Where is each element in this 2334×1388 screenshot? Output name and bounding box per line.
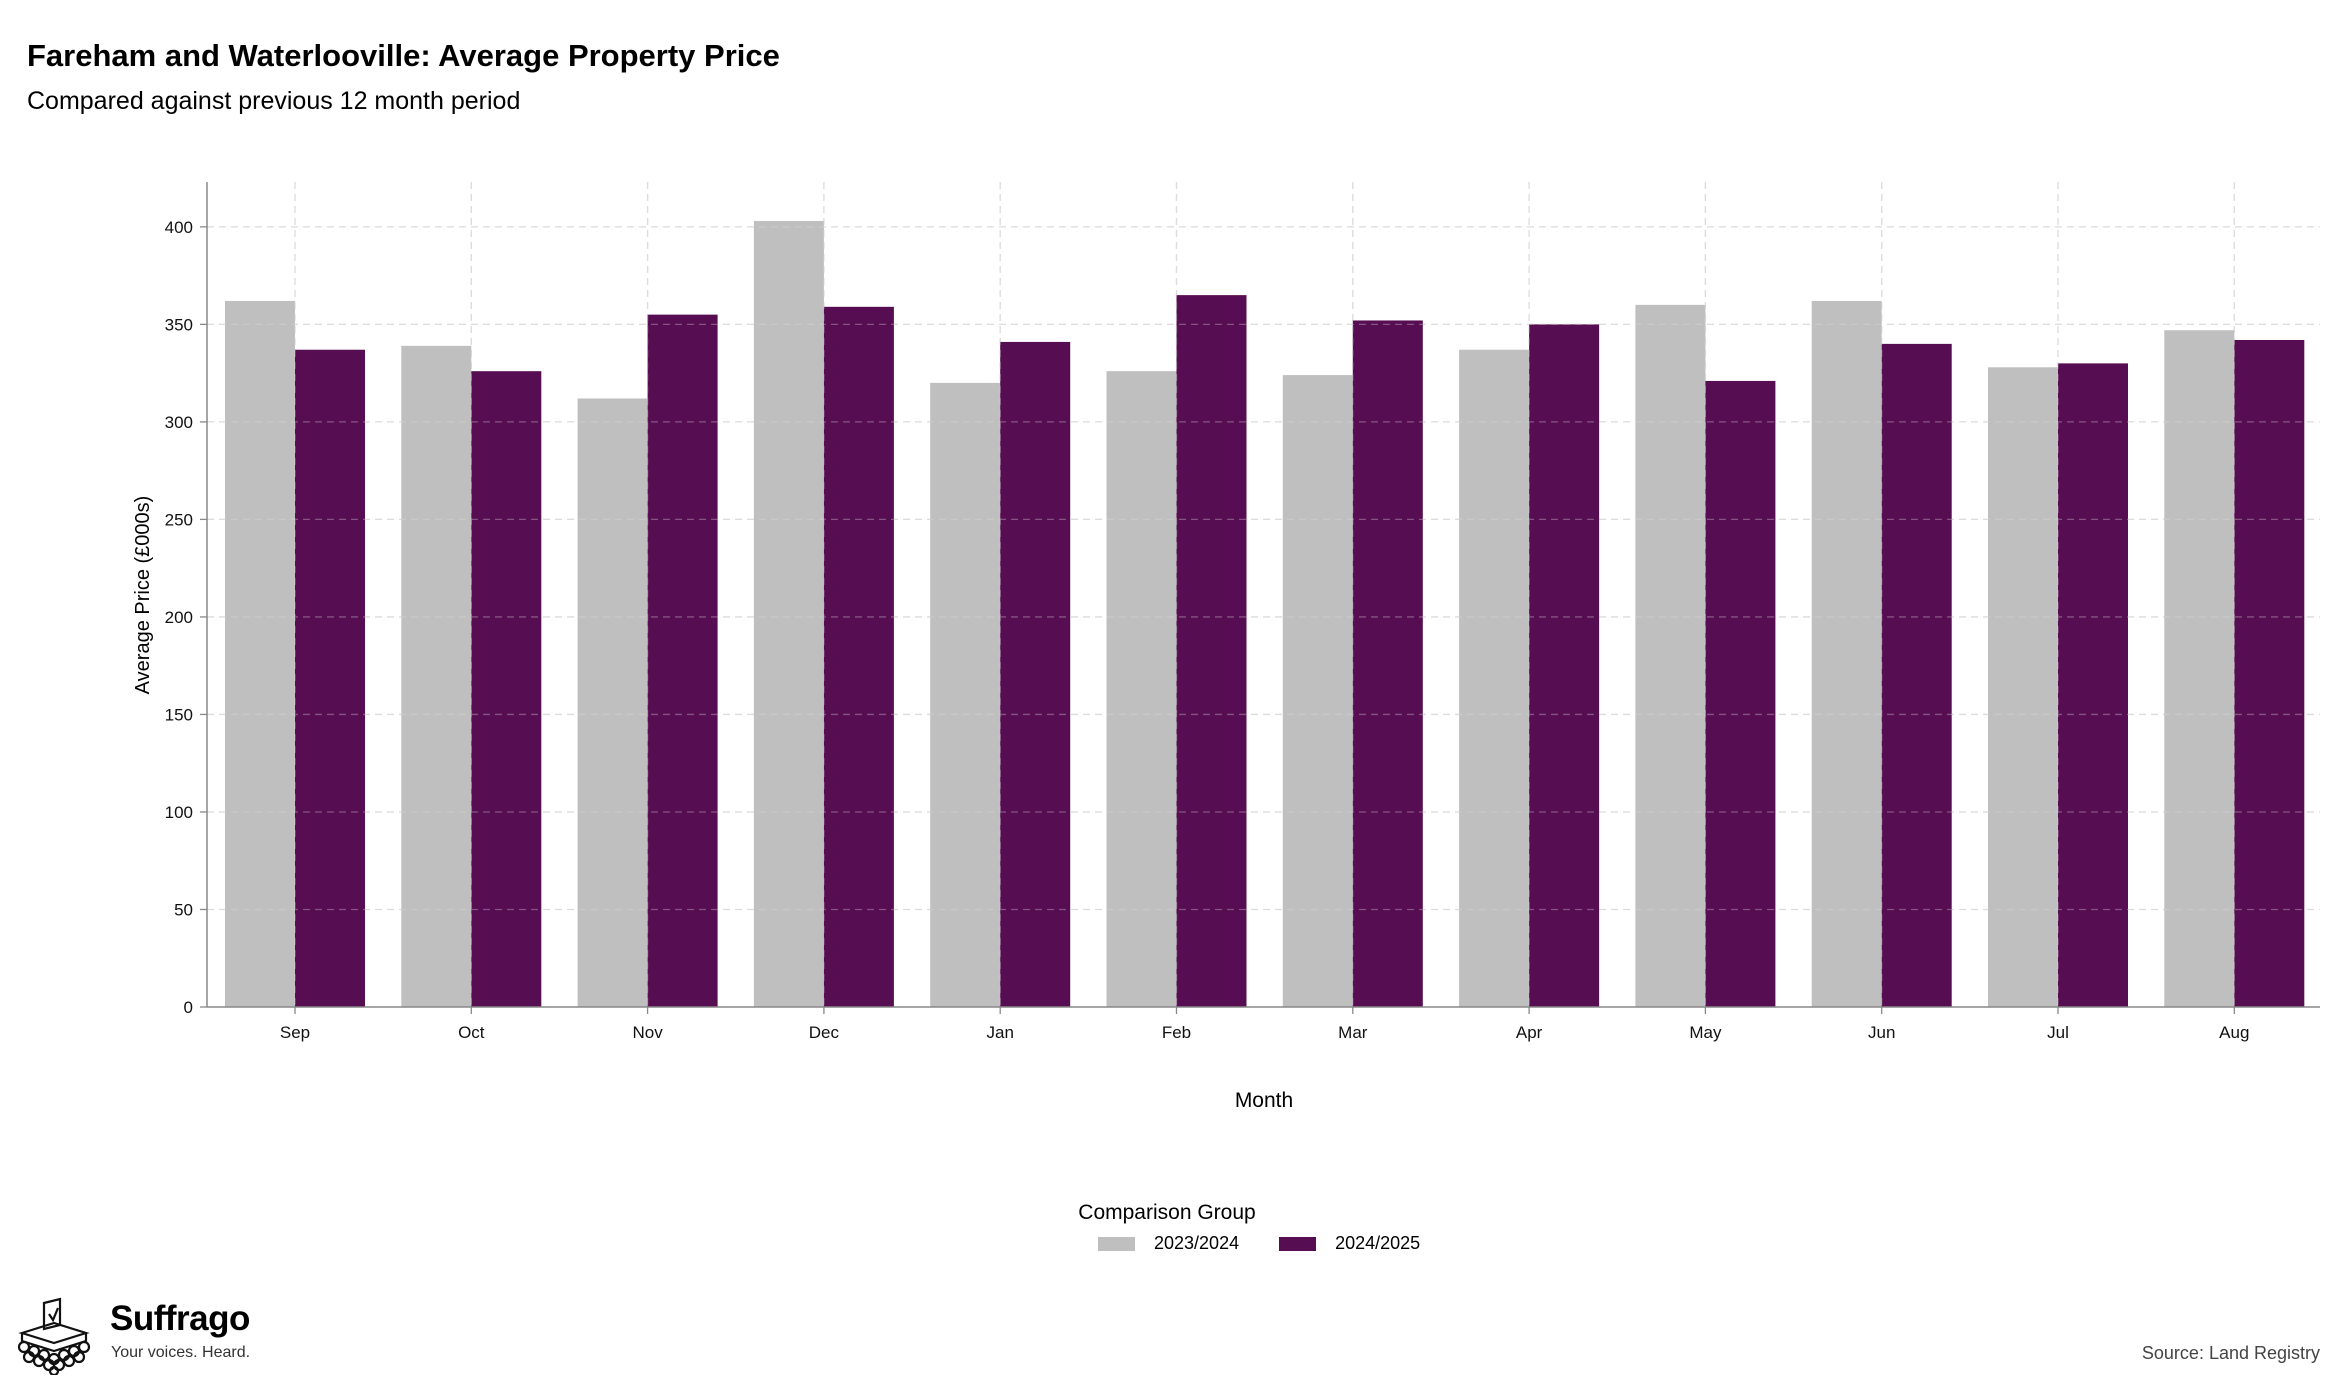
x-tick-label-jan: Jan bbox=[986, 1023, 1013, 1042]
y-tick-label-250: 250 bbox=[165, 510, 193, 529]
bar-2024-2025-nov bbox=[647, 314, 718, 1007]
legend-swatch-2024-2025 bbox=[1279, 1236, 1317, 1251]
bars bbox=[225, 221, 2305, 1008]
legend-label-2023-2024: 2023/2024 bbox=[1154, 1233, 1240, 1253]
chart-title: Fareham and Waterlooville: Average Prope… bbox=[27, 38, 780, 73]
bar-2024-2025-apr bbox=[1529, 324, 1600, 1008]
bar-2024-2025-feb bbox=[1176, 295, 1247, 1007]
y-tick-labels: 0 50 100 150 200 250 300 350 400 bbox=[165, 218, 207, 1017]
bar-2023-2024-aug bbox=[2164, 330, 2235, 1008]
x-tick-label-jun: Jun bbox=[1868, 1023, 1895, 1042]
legend-item-2024-2025: 2024/2025 bbox=[1279, 1233, 1420, 1254]
brand-name: Suffrago bbox=[110, 1299, 250, 1338]
legend-label-2024-2025: 2024/2025 bbox=[1335, 1233, 1421, 1253]
bar-2023-2024-jun bbox=[1811, 300, 1882, 1007]
x-tick-label-apr: Apr bbox=[1516, 1023, 1543, 1042]
y-tick-label-50: 50 bbox=[174, 900, 193, 919]
legend-item-2023-2024: 2023/2024 bbox=[1098, 1233, 1239, 1254]
bar-2024-2025-jun bbox=[1881, 343, 1952, 1008]
y-axis-label: Average Price (£000s) bbox=[132, 496, 154, 695]
y-tick-label-400: 400 bbox=[165, 218, 193, 237]
brand-tagline: Your voices. Heard. bbox=[111, 1344, 251, 1361]
bar-2024-2025-sep bbox=[295, 349, 365, 1008]
bar-2024-2025-jul bbox=[2058, 363, 2128, 1008]
bar-2023-2024-may bbox=[1635, 304, 1706, 1008]
bar-2024-2025-aug bbox=[2234, 339, 2305, 1007]
x-tick-label-feb: Feb bbox=[1162, 1023, 1191, 1042]
legend-title: Comparison Group bbox=[1078, 1201, 1256, 1224]
bar-2023-2024-sep bbox=[225, 300, 295, 1007]
bar-2024-2025-mar bbox=[1352, 320, 1423, 1007]
x-tick-label-mar: Mar bbox=[1338, 1023, 1368, 1042]
x-tick-label-may: May bbox=[1689, 1023, 1722, 1042]
bar-2023-2024-feb bbox=[1106, 371, 1177, 1007]
bar-2023-2024-jul bbox=[1988, 367, 2058, 1007]
x-tick-label-dec: Dec bbox=[809, 1023, 840, 1042]
x-tick-label-nov: Nov bbox=[632, 1023, 663, 1042]
bar-chart: 0 50 100 150 200 250 300 350 400 Sep Oct Nov Dec Jan… bbox=[132, 182, 2320, 1112]
bar-2024-2025-may bbox=[1705, 380, 1776, 1007]
x-axis-label: Month bbox=[1235, 1089, 1293, 1112]
bar-2023-2024-apr bbox=[1459, 349, 1530, 1008]
bar-2023-2024-oct bbox=[401, 345, 472, 1007]
y-tick-label-300: 300 bbox=[165, 413, 193, 432]
bar-2024-2025-dec bbox=[823, 306, 894, 1007]
x-tick-labels: Sep Oct Nov Dec Jan Feb Mar Apr May Jun Jul Aug bbox=[280, 1007, 2249, 1042]
x-tick-label-oct: Oct bbox=[458, 1023, 485, 1042]
y-tick-label-150: 150 bbox=[165, 705, 193, 724]
bar-2024-2025-oct bbox=[471, 371, 542, 1007]
bar-2023-2024-nov bbox=[577, 398, 648, 1007]
bar-2024-2025-jan bbox=[1000, 341, 1071, 1007]
bar-2023-2024-dec bbox=[753, 221, 824, 1008]
y-tick-label-350: 350 bbox=[165, 315, 193, 334]
x-tick-label-sep: Sep bbox=[280, 1023, 310, 1042]
ballot-box-icon bbox=[17, 1297, 91, 1375]
source-note: Source: Land Registry bbox=[2141, 1343, 2320, 1363]
chart-subtitle: Compared against previous 12 month perio… bbox=[27, 87, 521, 115]
x-tick-label-aug: Aug bbox=[2219, 1023, 2249, 1042]
x-tick-label-jul: Jul bbox=[2047, 1023, 2069, 1042]
y-tick-label-100: 100 bbox=[165, 803, 193, 822]
bar-2023-2024-jan bbox=[930, 382, 1001, 1007]
legend: 2023/2024 2024/2025 bbox=[1098, 1233, 1460, 1254]
bar-2023-2024-mar bbox=[1282, 375, 1353, 1008]
y-tick-label-200: 200 bbox=[165, 608, 193, 627]
axes bbox=[206, 182, 2320, 1008]
grid-overlay bbox=[207, 182, 2320, 1007]
legend-swatch-2023-2024 bbox=[1098, 1236, 1135, 1251]
y-tick-label-0: 0 bbox=[184, 998, 193, 1017]
